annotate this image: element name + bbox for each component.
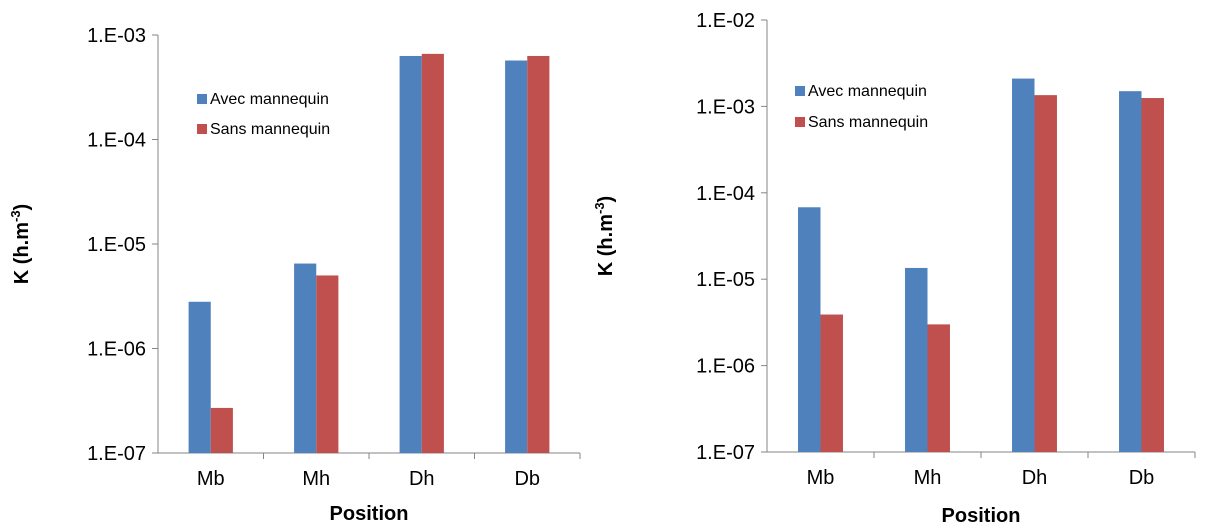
y-tick-label: 1.E-06 (696, 356, 755, 378)
bar-avec-mb (188, 301, 211, 453)
y-tick-label: 1.E-06 (87, 339, 146, 361)
bar-sans-mh (927, 324, 950, 452)
bar-avec-db (1119, 91, 1142, 452)
legend-label: Avec mannequin (210, 91, 329, 108)
legend-label: Sans mannequin (210, 121, 330, 138)
y-axis-title: K (h.m-3) (592, 196, 617, 276)
x-axis-title: Position (942, 505, 1021, 527)
x-tick-label: Mb (807, 467, 835, 489)
legend: Avec mannequin Sans mannequin (197, 91, 330, 138)
chart-2: 1.E-07 1.E-06 1.E-05 1.E-04 1.E-03 1.E-02 Mb Mh… (592, 10, 1196, 527)
bar-avec-mh (905, 267, 928, 452)
bar-avec-db (505, 60, 528, 453)
y-tick-label: 1.E-05 (87, 234, 146, 256)
x-tick-label: Mh (302, 468, 330, 490)
y-tick-label: 1.E-05 (696, 269, 755, 291)
y-tick-label: 1.E-07 (87, 443, 146, 465)
x-axis-title: Position (330, 503, 409, 525)
chart-1: 1.E-07 1.E-06 1.E-05 1.E-04 1.E-03 Mb Mh Dh Db Po… (8, 25, 581, 525)
x-tick-label: Dh (409, 468, 435, 490)
y-axis-title: K (h.m-3) (8, 204, 33, 284)
y-tick-label: 1.E-03 (87, 25, 146, 47)
x-tick-label: Mb (197, 468, 225, 490)
bar-sans-mb (210, 407, 233, 453)
x-tick-label: Db (1129, 467, 1155, 489)
bar-avec-mb (798, 207, 821, 452)
bar-sans-db (1141, 98, 1164, 452)
x-tick-label: Db (514, 468, 540, 490)
y-tick-label: 1.E-03 (696, 96, 755, 118)
bar-sans-dh (421, 53, 444, 453)
y-tick-label: 1.E-04 (87, 130, 146, 152)
legend: Avec mannequin Sans mannequin (795, 83, 928, 131)
legend-swatch (795, 117, 805, 127)
bar-sans-db (527, 55, 550, 454)
y-tick-label: 1.E-07 (696, 442, 755, 464)
bar-sans-dh (1034, 95, 1057, 452)
bar-sans-mh (316, 275, 339, 453)
legend-label: Sans mannequin (808, 114, 928, 131)
legend-label: Avec mannequin (808, 83, 927, 100)
x-tick-label: Mh (914, 467, 942, 489)
bar-sans-mb (820, 314, 843, 452)
legend-swatch (795, 86, 805, 96)
legend-swatch (197, 94, 207, 104)
x-tick-label: Dh (1022, 467, 1048, 489)
legend-swatch (197, 124, 207, 134)
bar-avec-dh (399, 55, 422, 454)
y-tick-label: 1.E-02 (696, 10, 755, 32)
y-tick-label: 1.E-04 (696, 183, 755, 205)
bar-avec-mh (294, 263, 317, 453)
bar-avec-dh (1012, 78, 1035, 453)
